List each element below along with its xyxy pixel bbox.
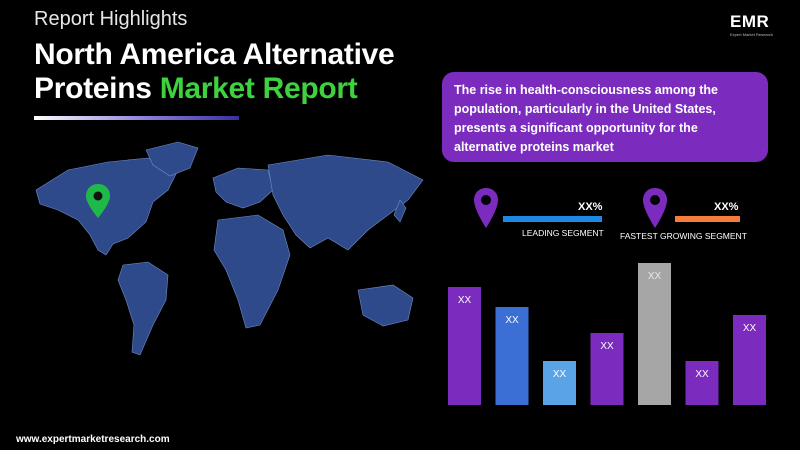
chart-bar <box>543 361 576 405</box>
chart-bar <box>590 333 624 405</box>
chart-bar-label: XX <box>458 295 472 306</box>
world-map <box>35 141 424 356</box>
insight-callout: The rise in health-consciousness among t… <box>442 72 768 162</box>
leading-pin-icon <box>474 188 498 228</box>
fastest-segment-value: XX% <box>714 201 739 213</box>
footer-url[interactable]: www.expertmarketresearch.com <box>16 434 170 445</box>
title-main: North America Alternative Proteins <box>34 38 395 105</box>
emr-logo: EMR Expert Market Research <box>730 12 786 38</box>
chart-bar-label: XX <box>695 369 709 380</box>
map-asia <box>267 154 424 251</box>
chart-bar <box>733 315 766 405</box>
chart-bar <box>448 287 481 405</box>
fastest-segment-bar <box>675 216 740 222</box>
logo-tagline: Expert Market Research <box>730 32 774 37</box>
report-kicker: Report Highlights <box>34 8 188 30</box>
map-europe <box>212 167 274 209</box>
map-greenland <box>145 141 199 177</box>
map-japan <box>393 199 407 223</box>
chart-bar-label: XX <box>648 271 662 282</box>
chart-bar <box>685 361 719 405</box>
map-australia <box>357 284 414 327</box>
page-title: North America Alternative Proteins Marke… <box>34 38 434 106</box>
map-north-america <box>35 157 179 256</box>
title-highlight: Market Report <box>159 72 358 105</box>
leading-segment-bar <box>503 216 602 222</box>
location-pin-icon <box>86 184 110 218</box>
chart-bar-label: XX <box>505 315 519 326</box>
bar-chart: XX XX XX XX XX XX XX <box>448 263 766 405</box>
chart-bar <box>638 263 671 405</box>
fastest-segment-label: FASTEST GROWING SEGMENT <box>620 231 747 241</box>
chart-bar-label: XX <box>743 323 757 334</box>
chart-bar <box>495 307 529 405</box>
map-south-america <box>117 261 169 356</box>
chart-bar-label: XX <box>600 341 614 352</box>
map-africa <box>213 214 291 329</box>
logo-text: EMR <box>730 12 770 31</box>
title-underline <box>34 116 239 120</box>
leading-segment-label: LEADING SEGMENT <box>522 228 604 238</box>
fastest-pin-icon <box>643 188 667 228</box>
leading-segment-value: XX% <box>578 201 603 213</box>
chart-bar-label: XX <box>553 369 567 380</box>
